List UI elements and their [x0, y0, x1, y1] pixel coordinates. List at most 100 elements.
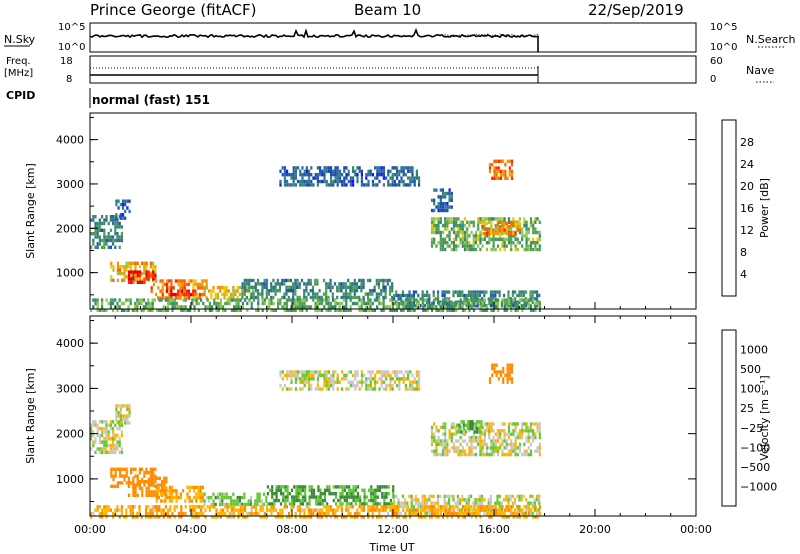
heatmap-cell [168, 279, 171, 283]
heatmap-cell [233, 508, 236, 512]
heatmap-cell [470, 293, 473, 298]
heatmap-cell [374, 488, 377, 492]
heatmap-cell [281, 511, 284, 516]
heatmap-cell [353, 282, 356, 286]
heatmap-cell [496, 290, 499, 294]
heatmap-cell [459, 435, 462, 440]
heatmap-cell [283, 292, 286, 296]
heatmap-cell [103, 443, 106, 448]
heatmap-cell [452, 241, 456, 245]
heatmap-cell [412, 504, 415, 509]
heatmap-cell [453, 301, 456, 306]
heatmap-cell [332, 387, 335, 391]
heatmap-cell [274, 282, 277, 286]
heatmap-cell [510, 237, 513, 241]
heatmap-cell [494, 237, 497, 241]
heatmap-cell [426, 301, 429, 306]
heatmap-cell [413, 380, 416, 384]
heatmap-cell [266, 508, 269, 512]
heatmap-cell [271, 488, 274, 492]
heatmap-cell [342, 292, 345, 296]
heatmap-cell [283, 373, 286, 378]
heatmap-cell [538, 422, 541, 426]
heatmap-cell [477, 220, 480, 224]
heatmap-cell [138, 301, 141, 306]
heatmap-cell [475, 515, 478, 519]
heatmap-cell [127, 308, 130, 312]
heatmap-cell [488, 432, 491, 436]
heatmap-cell [488, 377, 492, 381]
heatmap-cell [182, 305, 185, 309]
heatmap-cell [441, 449, 445, 453]
heatmap-cell [145, 515, 148, 519]
heatmap-cell [134, 505, 137, 509]
heatmap-cell [112, 477, 115, 482]
heatmap-cell [299, 308, 302, 312]
heatmap-cell [259, 292, 262, 296]
heatmap-cell [411, 308, 414, 312]
heatmap-cell [452, 227, 456, 231]
heatmap-cell [533, 290, 536, 294]
heatmap-cell [167, 511, 170, 516]
heatmap-cell [277, 298, 280, 302]
heatmap-cell [281, 515, 284, 519]
heatmap-cell [195, 298, 198, 302]
heatmap-cell [153, 508, 156, 512]
heatmap-cell [159, 289, 162, 293]
heatmap-cell [516, 241, 519, 245]
heatmap-cell [514, 446, 517, 450]
heatmap-cell [385, 377, 388, 381]
heatmap-cell [410, 293, 413, 298]
heatmap-cell [152, 467, 155, 471]
heatmap-cell [214, 296, 217, 300]
heatmap-cell [245, 502, 248, 507]
heatmap-cell [175, 305, 178, 309]
heatmap-cell [118, 238, 121, 243]
heatmap-cell [171, 308, 174, 312]
heatmap-cell [310, 166, 313, 170]
heatmap-cell [499, 237, 502, 241]
heatmap-cell [132, 277, 135, 281]
heatmap-cell [245, 278, 249, 283]
heatmap-cell [327, 377, 330, 381]
heatmap-cell [321, 511, 324, 516]
heatmap-cell [145, 493, 148, 497]
heatmap-cell [114, 245, 117, 249]
heatmap-cell [127, 261, 130, 265]
heatmap-cell [371, 308, 374, 312]
heatmap-cell [141, 490, 144, 494]
heatmap-cell [105, 298, 108, 302]
heatmap-cell [435, 224, 438, 228]
heatmap-cell [162, 515, 165, 519]
heatmap-cell [296, 301, 299, 306]
heatmap-cell [536, 290, 539, 294]
heatmap-cell [354, 377, 357, 381]
heatmap-cell [118, 423, 121, 427]
heatmap-cell [356, 485, 360, 489]
heatmap-cell [421, 494, 424, 499]
heatmap-cell [299, 183, 302, 187]
heatmap-cell [249, 502, 252, 507]
heatmap-cell [360, 373, 363, 378]
heatmap-cell [360, 508, 363, 512]
heatmap-cell [107, 505, 110, 509]
heatmap-cell [450, 227, 453, 231]
heatmap-cell [491, 363, 494, 367]
heatmap-cell [472, 435, 475, 440]
heatmap-cell [279, 183, 282, 187]
heatmap-cell [219, 301, 222, 306]
heatmap-cell [263, 511, 266, 516]
heatmap-cell [444, 224, 447, 228]
heatmap-cell [444, 191, 447, 196]
heatmap-cell [285, 278, 288, 283]
heatmap-cell [236, 289, 239, 293]
heatmap-cell [454, 290, 457, 294]
heatmap-cell [147, 483, 150, 487]
heatmap-cell [456, 430, 459, 434]
heatmap-cell [352, 485, 355, 489]
heatmap-cell [163, 483, 166, 487]
heatmap-cell [446, 244, 449, 248]
heatmap-cell [92, 298, 95, 302]
heatmap-cell [444, 202, 447, 206]
heatmap-cell [520, 290, 523, 294]
